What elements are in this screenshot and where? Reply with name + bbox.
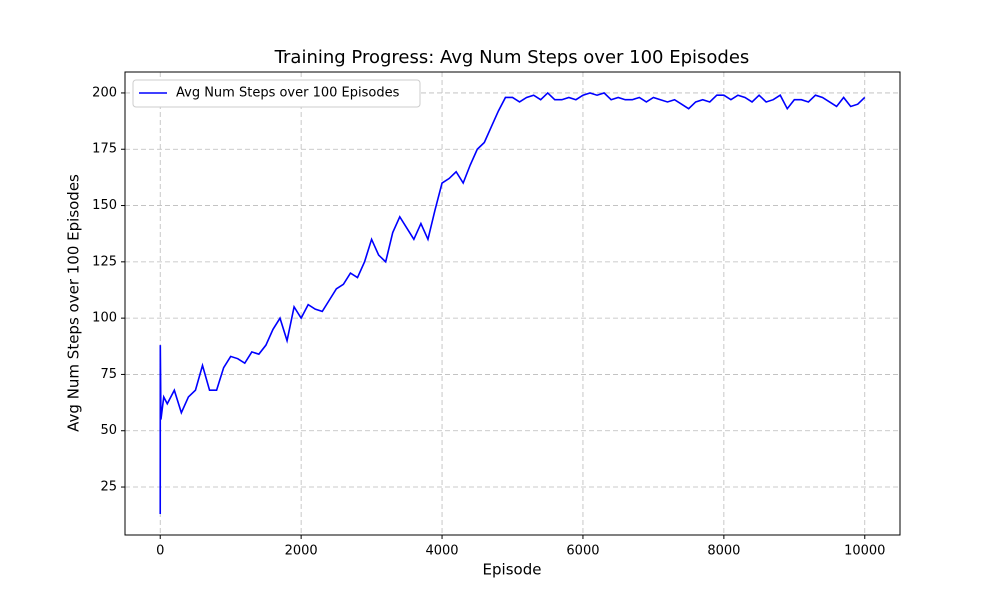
y-tick-label: 50 bbox=[100, 423, 117, 438]
x-tick-label: 0 bbox=[156, 544, 164, 559]
y-axis-label: Avg Num Steps over 100 Episodes bbox=[65, 174, 83, 432]
x-tick-label: 8000 bbox=[707, 544, 740, 559]
y-tick-label: 200 bbox=[92, 85, 117, 100]
legend-box bbox=[132, 79, 421, 108]
x-axis-label: Episode bbox=[483, 561, 542, 579]
y-tick-label: 75 bbox=[100, 367, 117, 382]
x-tick-label: 10000 bbox=[844, 544, 885, 559]
chart-title: Training Progress: Avg Num Steps over 10… bbox=[274, 47, 750, 68]
x-tick-label: 4000 bbox=[425, 544, 458, 559]
x-tick-label: 2000 bbox=[285, 544, 318, 559]
y-tick-label: 100 bbox=[92, 311, 117, 326]
y-tick-label: 125 bbox=[92, 254, 117, 269]
y-tick-label: 150 bbox=[92, 198, 117, 213]
data-line bbox=[159, 91, 866, 515]
plot-frame bbox=[124, 71, 901, 536]
x-tick-label: 6000 bbox=[566, 544, 599, 559]
legend-label: Avg Num Steps over 100 Episodes bbox=[176, 86, 400, 101]
y-tick-label: 175 bbox=[92, 142, 117, 157]
y-tick-label: 25 bbox=[100, 480, 117, 495]
